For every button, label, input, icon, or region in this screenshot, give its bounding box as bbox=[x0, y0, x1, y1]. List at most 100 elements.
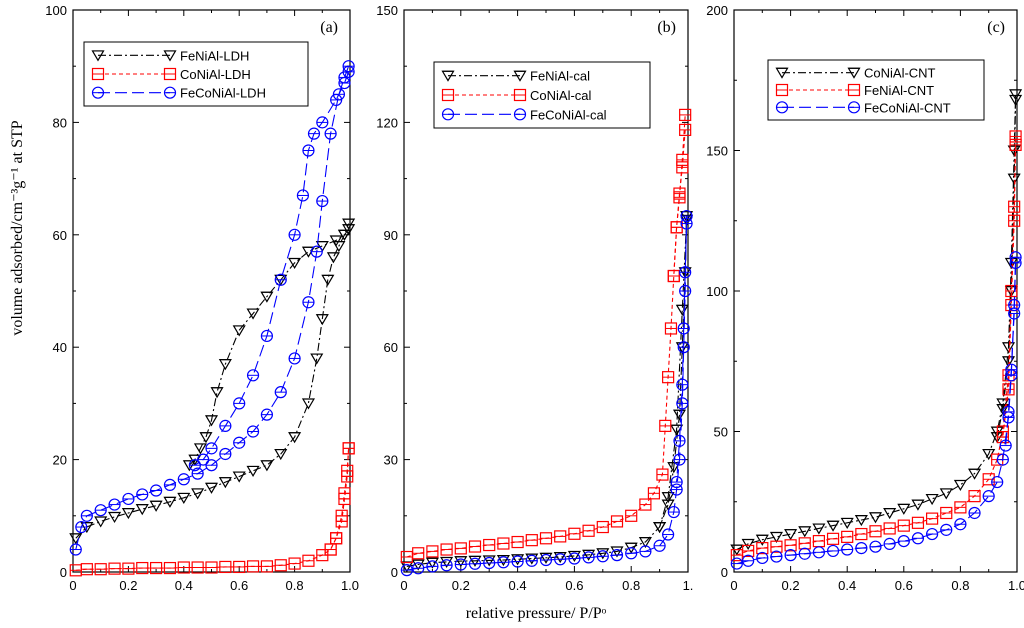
data-point bbox=[260, 291, 274, 303]
y-axis-label: volume adsorbed/cm⁻³g⁻¹ at STP bbox=[9, 120, 26, 335]
data-point bbox=[232, 471, 246, 483]
data-point bbox=[163, 561, 177, 575]
data-point bbox=[94, 504, 107, 517]
data-point bbox=[274, 559, 287, 572]
data-point bbox=[233, 397, 246, 410]
legend-marker bbox=[441, 108, 455, 121]
data-point bbox=[188, 459, 201, 472]
data-point bbox=[205, 561, 218, 574]
data-point bbox=[1008, 214, 1021, 227]
data-point bbox=[260, 408, 273, 421]
legend-label: FeNiAl-LDH bbox=[180, 48, 249, 63]
data-point bbox=[911, 532, 925, 545]
data-point bbox=[582, 524, 595, 537]
data-point bbox=[911, 499, 925, 511]
data-point bbox=[554, 553, 567, 566]
series-line-desorption bbox=[1002, 144, 1017, 438]
data-point bbox=[288, 257, 302, 270]
data-point bbox=[1008, 307, 1021, 320]
x-tick-label: 0.8 bbox=[286, 578, 304, 593]
data-point bbox=[497, 537, 510, 550]
data-point bbox=[108, 562, 121, 575]
data-point bbox=[302, 554, 315, 567]
legend-label: CoNiAl-cal bbox=[530, 88, 592, 103]
data-point bbox=[274, 273, 287, 286]
data-point bbox=[1009, 256, 1022, 269]
data-point bbox=[338, 487, 351, 500]
x-tick-label: 0.8 bbox=[622, 578, 640, 593]
data-point bbox=[246, 560, 260, 573]
data-point bbox=[496, 555, 510, 567]
data-point bbox=[468, 557, 482, 570]
y-tick-label: 150 bbox=[376, 3, 398, 18]
legend-label: FeCoNiAl-cal bbox=[530, 107, 607, 122]
data-point bbox=[483, 538, 496, 552]
data-point bbox=[274, 386, 287, 399]
y-tick-label: 0 bbox=[721, 565, 728, 580]
data-point bbox=[677, 322, 690, 335]
data-point bbox=[525, 534, 538, 547]
data-point bbox=[812, 523, 826, 535]
data-point bbox=[329, 235, 343, 247]
series-0 bbox=[730, 89, 1023, 556]
data-point bbox=[798, 537, 811, 550]
data-point bbox=[661, 499, 675, 511]
series-1 bbox=[400, 108, 692, 564]
x-tick-label: 0.2 bbox=[782, 578, 800, 593]
data-point bbox=[855, 542, 868, 555]
data-point bbox=[673, 434, 686, 447]
panels-group: 0 0.2 0.4 0.6 0.8 1.0020406080100(a)FeNiAl-LD… bbox=[45, 3, 1024, 593]
data-point bbox=[454, 558, 467, 571]
legend-marker bbox=[775, 83, 789, 97]
x-tick-label: 0.4 bbox=[509, 578, 527, 593]
data-point bbox=[676, 161, 689, 174]
data-point bbox=[925, 512, 939, 525]
x-tick-label: 0.6 bbox=[230, 578, 248, 593]
data-point bbox=[656, 468, 669, 481]
series-line-desorption bbox=[676, 223, 688, 483]
x-tick-label: 0 bbox=[730, 578, 737, 593]
data-point bbox=[539, 553, 553, 567]
series-0 bbox=[69, 218, 356, 545]
data-point bbox=[412, 562, 425, 575]
data-point bbox=[784, 539, 797, 552]
x-tick-label: 0.2 bbox=[119, 578, 137, 593]
data-point bbox=[610, 546, 624, 558]
data-point bbox=[991, 475, 1004, 489]
data-point bbox=[219, 419, 232, 432]
series-line-adsorption bbox=[406, 114, 686, 558]
data-point bbox=[94, 516, 108, 528]
data-point bbox=[260, 560, 273, 573]
y-tick-label: 20 bbox=[53, 453, 67, 468]
data-point bbox=[337, 229, 352, 241]
data-point bbox=[335, 509, 348, 522]
legend-label: FeCoNiAl-LDH bbox=[180, 86, 266, 101]
data-point bbox=[69, 543, 82, 556]
data-point bbox=[149, 500, 163, 512]
data-point bbox=[315, 314, 329, 326]
data-point bbox=[756, 542, 769, 555]
data-point bbox=[840, 517, 854, 529]
data-point bbox=[625, 509, 638, 522]
data-point bbox=[411, 559, 425, 571]
legend: CoNiAl-CNT FeNiAl-CNT FeCoNiAl-CNT bbox=[767, 59, 985, 121]
series-2 bbox=[730, 251, 1022, 570]
data-point bbox=[755, 534, 769, 546]
data-point bbox=[954, 501, 967, 514]
data-point bbox=[218, 359, 232, 371]
data-point bbox=[1009, 138, 1022, 151]
series-line-desorption bbox=[194, 71, 350, 466]
data-point bbox=[210, 387, 224, 399]
data-point bbox=[897, 534, 910, 548]
data-point bbox=[69, 564, 82, 577]
data-point bbox=[204, 415, 219, 427]
y-tick-label: 120 bbox=[376, 115, 398, 130]
data-point bbox=[193, 443, 207, 455]
data-point bbox=[662, 528, 675, 541]
data-point bbox=[440, 559, 453, 572]
legend-label: FeCoNiAl-CNT bbox=[864, 100, 951, 115]
data-point bbox=[854, 515, 868, 527]
data-point bbox=[996, 453, 1009, 466]
data-point bbox=[1007, 173, 1021, 185]
